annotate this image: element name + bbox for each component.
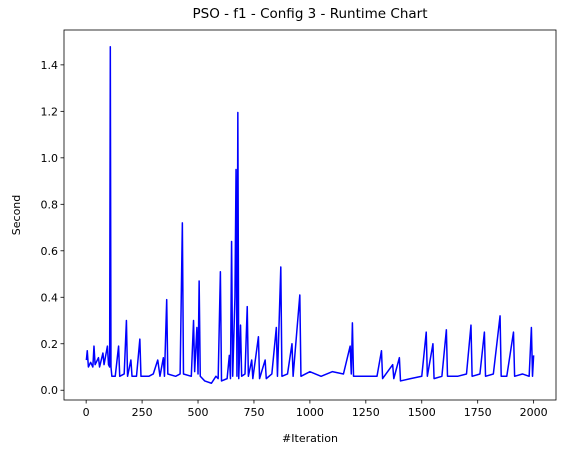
y-tick-label: 0.0 [41, 384, 59, 397]
x-axis-label: #Iteration [282, 432, 338, 445]
y-tick-label: 1.4 [41, 59, 59, 72]
y-tick-label: 0.4 [41, 291, 59, 304]
y-tick-label: 0.8 [41, 198, 59, 211]
x-tick-label: 250 [132, 406, 153, 419]
chart-title: PSO - f1 - Config 3 - Runtime Chart [192, 6, 427, 22]
y-tick-label: 0.2 [41, 338, 59, 351]
x-tick-label: 0 [83, 406, 90, 419]
y-tick-label: 0.6 [41, 245, 59, 258]
x-tick-label: 1500 [408, 406, 436, 419]
y-tick-label: 1.0 [41, 152, 59, 165]
line-series [85, 45, 535, 385]
x-tick-label: 500 [188, 406, 209, 419]
y-axis-label: Second [10, 195, 23, 235]
x-tick-label: 1750 [464, 406, 492, 419]
x-tick-label: 1000 [296, 406, 324, 419]
y-tick-label: 1.2 [41, 105, 59, 118]
x-tick-label: 1250 [352, 406, 380, 419]
x-tick-label: 750 [243, 406, 264, 419]
plot-frame [63, 29, 557, 401]
x-tick-label: 2000 [520, 406, 548, 419]
